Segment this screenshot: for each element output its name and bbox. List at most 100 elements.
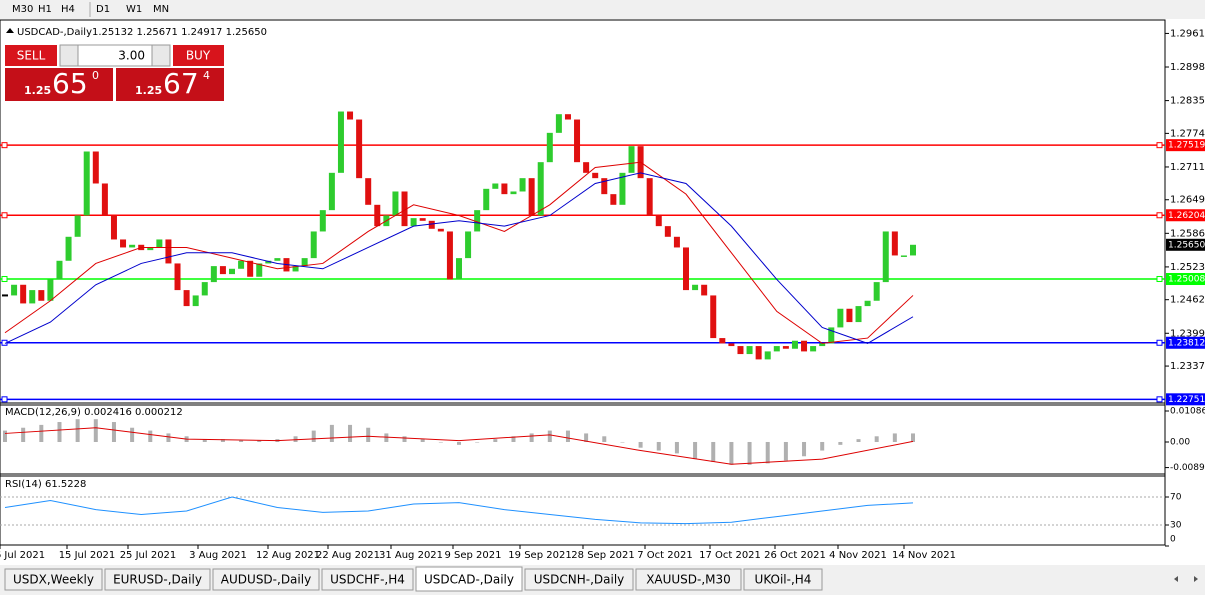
chart-quote: 1.25132 1.25671 1.24917 1.25650 [92,27,267,38]
timeframe-button[interactable]: H1 [38,4,52,15]
chart-tab[interactable] [4,568,103,591]
level-handle[interactable] [1,276,8,283]
chart-tab[interactable] [524,568,634,591]
candle [646,178,653,216]
candle [301,258,308,267]
level-handle[interactable] [1,396,8,403]
x-tick-label: 7 Oct 2021 [637,550,692,561]
level-handle[interactable] [1,142,8,149]
candle [601,178,608,195]
candle [828,327,835,344]
tab-scroll-right[interactable] [1194,576,1198,582]
candle [782,346,789,349]
candle [65,236,72,261]
macd-bar [384,433,389,442]
rsi-line [4,496,914,525]
chart-tab[interactable] [743,568,823,591]
candle [129,244,136,248]
chart-tab[interactable] [635,568,742,591]
tab-scroll-left[interactable] [1174,576,1178,582]
candle [610,194,617,205]
chart-tab-label: USDCNH-,Daily [534,573,625,587]
macd-bar [293,436,298,442]
candle [465,231,472,259]
candle [229,268,235,275]
timeframe-button[interactable]: H4 [61,4,75,15]
candle [492,183,499,189]
header-arrow [6,28,14,33]
candle [192,295,199,307]
volume-down[interactable] [59,44,79,67]
sell-price-big: 65 [52,67,88,100]
level-handle[interactable] [1156,339,1163,346]
level-handle[interactable] [1156,396,1163,403]
chart-tab[interactable] [212,568,320,591]
x-tick-label: 17 Oct 2021 [699,550,761,561]
candle [664,226,671,237]
macd-bar [166,433,171,442]
sell-button[interactable] [5,45,57,66]
macd-bar [656,441,661,451]
y-tick-label: 1.23375 [1170,361,1205,372]
chart-tab[interactable] [415,566,523,592]
timeframe-button[interactable]: W1 [126,4,142,15]
y-tick-label: 30 [1170,521,1182,531]
macd-bar [765,441,770,464]
timeframe-button[interactable]: M30 [12,4,33,15]
macd-bar [57,422,62,442]
candle [655,215,662,227]
sell-price-box[interactable] [5,68,113,101]
candle [474,210,481,232]
candle [810,346,817,352]
y-tick-label: 70 [1170,493,1182,503]
candle [519,178,526,192]
macd-bar [856,439,861,442]
candle [882,231,889,283]
macd-bar [402,436,407,442]
macd-bar [547,430,552,442]
candle [737,346,744,355]
y-tick-label: 1.23990 [1170,328,1205,339]
level-price-label: 1.23812 [1168,338,1205,348]
level-handle[interactable] [1156,142,1163,149]
chart-frame [0,19,1166,546]
candle [574,119,581,163]
candle [156,239,163,248]
candle [437,228,444,232]
macd-bar [420,439,425,442]
buy-price-box[interactable] [116,68,224,101]
chart-tab[interactable] [104,568,211,591]
candle [537,162,544,216]
candle [864,300,871,307]
candle [510,191,517,195]
y-tick-label: 1.28355 [1170,96,1205,107]
macd-bar [747,441,752,465]
candle [564,114,571,120]
macd-bar [220,439,225,442]
x-tick-label: 14 Nov 2021 [892,550,956,561]
sell-price-prefix: 1.25 [24,84,51,97]
timeframe-button[interactable]: D1 [96,4,110,15]
candle [347,111,354,120]
volume-up[interactable] [151,44,171,67]
candle [728,343,735,347]
chart-tab[interactable] [321,568,414,591]
level-handle[interactable] [1156,212,1163,219]
candle [165,239,172,264]
chart-tab-label: AUDUSD-,Daily [221,573,311,587]
candle [374,204,381,227]
macd-bar [711,441,716,462]
timeframe-button[interactable]: MN [153,4,169,15]
candle [855,306,862,323]
candle [528,178,535,216]
chart-tab-label: EURUSD-,Daily [113,573,202,587]
level-handle[interactable] [1156,276,1163,283]
buy-button[interactable] [173,45,224,66]
sell-label: SELL [17,49,46,63]
macd-bar [202,439,207,442]
level-handle[interactable] [1,212,8,219]
buy-label: BUY [186,49,211,63]
candle [319,210,326,232]
candle [456,258,462,280]
